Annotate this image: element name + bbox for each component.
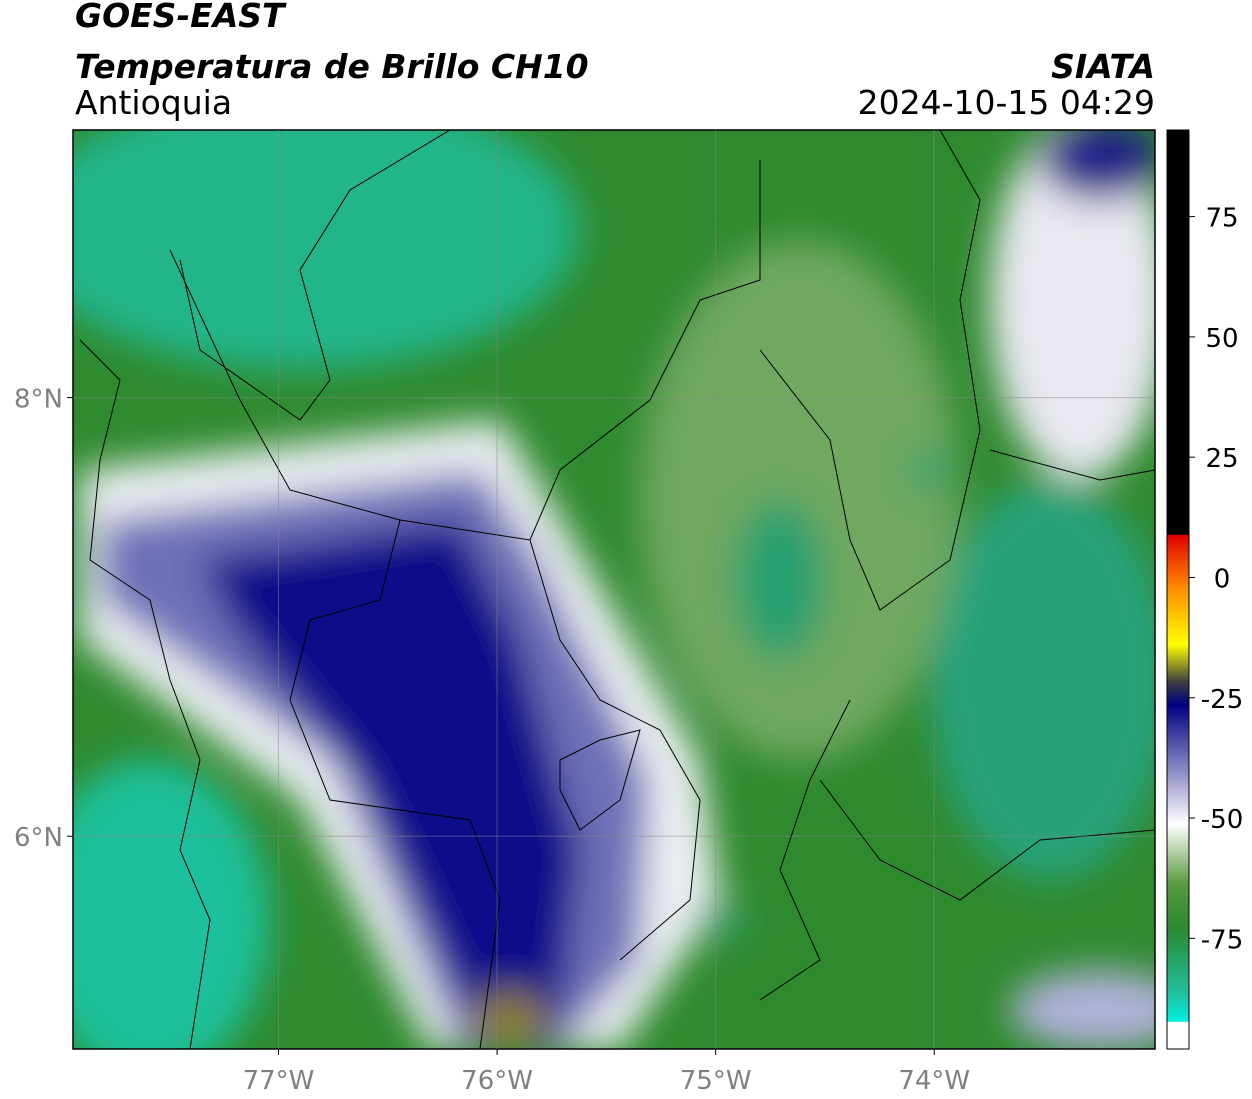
datetime: 2024-10-15 04:29 [858,83,1155,122]
x-tick-label: 77°W [243,1066,315,1096]
x-tick-label: 75°W [680,1066,752,1096]
y-tick-label: 6°N [14,823,63,853]
colorbar-label: 50 [1205,324,1238,354]
source: SIATA [1051,47,1155,86]
title: GOES-EAST [75,0,287,35]
region: Antioquia [75,83,232,122]
ticks: 77°W 76°W 75°W 74°W 8°N 6°N 75 50 25 0 -25 -50 -75 [14,130,1243,1096]
subtitle: Temperatura de Brillo CH10 [75,47,589,86]
colorbar [1166,129,1190,1050]
y-tick-label: 8°N [14,385,63,415]
colorbar-label: 75 [1205,204,1238,234]
colorbar-label: -50 [1201,805,1243,835]
x-tick-label: 74°W [898,1066,970,1096]
map-frame [72,129,1156,1050]
colorbar-label: 0 [1214,564,1231,594]
x-tick-label: 76°W [461,1066,533,1096]
colorbar-label: -25 [1201,685,1243,715]
satellite-image [73,130,1155,1049]
colorbar-label: -75 [1201,925,1243,955]
colorbar-label: 25 [1205,444,1238,474]
